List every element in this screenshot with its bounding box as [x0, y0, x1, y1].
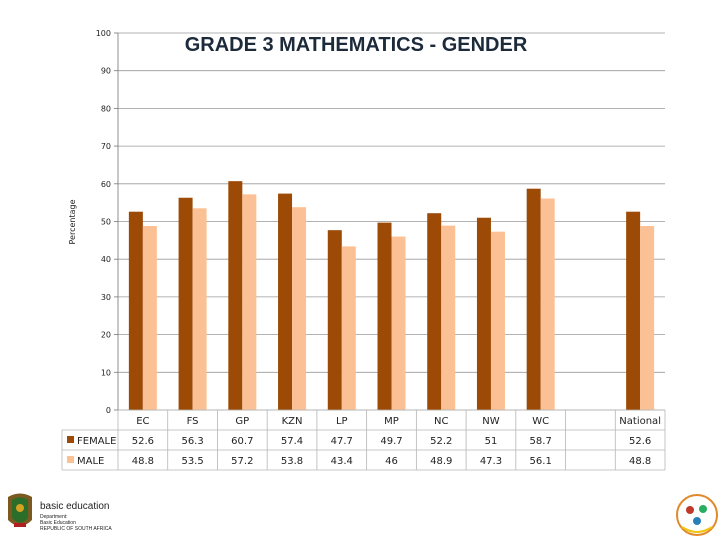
y-tick-label: 40: [101, 255, 111, 264]
data-label-male: 48.8: [132, 456, 154, 467]
data-label-female: 60.7: [231, 436, 253, 447]
bar-male-nw: [490, 231, 505, 410]
department-logo: basic education Department: Basic Educat…: [8, 493, 112, 532]
bar-female-gp: [228, 181, 243, 410]
y-tick-label: 90: [101, 67, 111, 76]
bar-female-nc: [427, 213, 442, 410]
bar-female-lp: [327, 230, 342, 410]
y-tick-label: 30: [101, 293, 111, 302]
data-label-male: 48.8: [629, 456, 651, 467]
bar-female-mp: [377, 222, 392, 410]
bar-male-kzn: [292, 207, 307, 410]
bar-male-mp: [391, 236, 406, 410]
data-label-female: 52.6: [629, 436, 651, 447]
bar-female-national: [626, 211, 641, 410]
data-label-male: 48.9: [430, 456, 452, 467]
y-tick-label: 50: [101, 218, 111, 227]
category-label: National: [619, 416, 661, 427]
y-tick-label: 10: [101, 368, 111, 377]
data-label-female: 47.7: [331, 436, 353, 447]
data-label-female: 51: [485, 436, 498, 447]
y-tick-label: 100: [96, 29, 111, 38]
data-label-male: 56.1: [530, 456, 552, 467]
data-label-female: 57.4: [281, 436, 303, 447]
bar-female-nw: [476, 217, 491, 410]
bar-female-wc: [526, 188, 541, 410]
category-label: FS: [187, 416, 199, 427]
y-axis-ticks: 0 10 20 30 40 50 60 70 80 90 100: [96, 29, 111, 415]
category-label: GP: [235, 416, 249, 427]
data-label-female: 58.7: [530, 436, 552, 447]
y-tick-label: 60: [101, 180, 111, 189]
legend-label-male: MALE: [77, 456, 104, 467]
data-label-female: 52.2: [430, 436, 452, 447]
category-label: KZN: [282, 416, 303, 427]
data-label-male: 46: [385, 456, 398, 467]
bar-female-fs: [178, 197, 193, 410]
chart-title: GRADE 3 MATHEMATICS - GENDER: [185, 34, 528, 56]
data-label-female: 49.7: [380, 436, 402, 447]
data-label-female: 52.6: [132, 436, 154, 447]
category-label: WC: [532, 416, 549, 427]
bar-male-national: [640, 226, 655, 410]
y-axis-label: Percentage: [68, 199, 77, 244]
data-label-male: 53.5: [181, 456, 203, 467]
bar-male-gp: [242, 194, 257, 410]
category-label: MP: [384, 416, 399, 427]
data-label-male: 47.3: [480, 456, 502, 467]
anniversary-emblem-icon: [676, 494, 718, 536]
y-tick-label: 20: [101, 331, 111, 340]
bar-female-kzn: [278, 193, 293, 410]
bar-male-wc: [540, 198, 555, 410]
category-label: NW: [482, 416, 499, 427]
legend-label-female: FEMALE: [77, 436, 116, 447]
category-label: NC: [434, 416, 448, 427]
data-table: EC FS GP KZN LP MP NC NW WC National FEMALE 52.6 56.…: [61, 409, 666, 471]
y-tick-label: 80: [101, 104, 111, 113]
logo-line: Basic Education: [40, 520, 76, 526]
y-tick-label: 70: [101, 142, 111, 151]
coat-of-arms-icon: [8, 493, 32, 527]
logo-line: Department:: [40, 514, 68, 520]
category-label: LP: [336, 416, 348, 427]
bar-male-ec: [142, 226, 157, 410]
bar-male-nc: [441, 225, 456, 410]
y-tick-label: 0: [106, 406, 111, 415]
bar-male-fs: [192, 208, 207, 410]
legend-swatch-female: [67, 436, 74, 443]
data-label-female: 56.3: [181, 436, 203, 447]
bars: [128, 181, 655, 410]
data-label-male: 53.8: [281, 456, 303, 467]
legend-swatch-male: [67, 456, 74, 463]
category-label: EC: [136, 416, 149, 427]
logo-line: REPUBLIC OF SOUTH AFRICA: [40, 526, 112, 532]
data-label-male: 57.2: [231, 456, 253, 467]
data-label-male: 43.4: [331, 456, 353, 467]
bar-male-lp: [341, 246, 356, 410]
logo-title: basic education: [40, 501, 110, 512]
bar-female-ec: [128, 211, 143, 410]
